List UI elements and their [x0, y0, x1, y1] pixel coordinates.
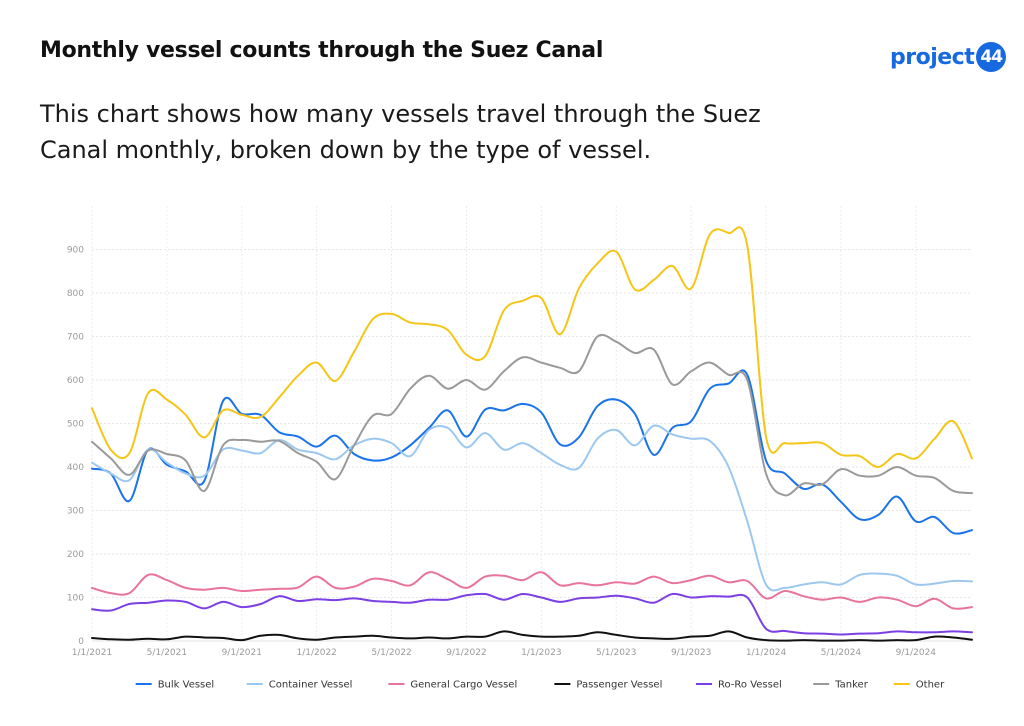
logo-badge: 44	[976, 42, 1007, 72]
legend-label: General Cargo Vessel	[410, 680, 517, 691]
y-tick-label: 600	[67, 376, 84, 386]
y-tick-label: 700	[67, 333, 84, 343]
x-tick-label: 1/1/2021	[72, 648, 112, 658]
x-tick-label: 1/1/2022	[296, 648, 336, 658]
legend-label: Bulk Vessel	[158, 680, 215, 691]
series-line-bulk-vessel	[91, 369, 973, 535]
y-tick-label: 500	[67, 420, 84, 430]
chart-title: Monthly vessel counts through the Suez C…	[40, 38, 604, 63]
x-tick-label: 1/1/2024	[746, 648, 787, 658]
y-tick-label: 400	[67, 463, 84, 473]
project44-logo: project 44	[890, 40, 1007, 74]
y-tick-label: 900	[67, 246, 84, 256]
series-line-container-vessel	[91, 424, 973, 592]
x-tick-label: 9/1/2022	[446, 648, 486, 658]
x-tick-label: 9/1/2023	[671, 648, 711, 658]
series-line-passenger-vessel	[91, 630, 973, 642]
legend-label: Other	[916, 680, 945, 691]
series-line-ro-ro-vessel	[91, 592, 973, 636]
x-tick-label: 5/1/2024	[821, 648, 862, 658]
logo-wordmark: project	[890, 44, 975, 70]
y-tick-label: 100	[67, 594, 84, 604]
chart-subtitle: This chart shows how many vessels travel…	[40, 100, 761, 164]
x-tick-label: 5/1/2023	[596, 648, 636, 658]
legend-label: Ro-Ro Vessel	[718, 680, 782, 691]
x-tick-label: 1/1/2023	[521, 648, 561, 658]
series-line-other	[91, 226, 973, 468]
y-tick-label: 0	[78, 637, 84, 647]
y-tick-label: 800	[67, 289, 84, 299]
y-tick-label: 200	[67, 550, 84, 560]
series-line-tanker	[91, 333, 973, 497]
legend-label: Container Vessel	[269, 680, 353, 691]
legend-label: Tanker	[834, 680, 869, 691]
x-tick-label: 5/1/2021	[147, 648, 187, 658]
x-tick-label: 9/1/2021	[222, 648, 262, 658]
y-tick-label: 300	[67, 507, 84, 517]
series-line-general-cargo-vessel	[91, 571, 973, 610]
x-tick-label: 9/1/2024	[896, 648, 937, 658]
x-tick-label: 5/1/2022	[371, 648, 411, 658]
legend-label: Passenger Vessel	[576, 680, 662, 691]
